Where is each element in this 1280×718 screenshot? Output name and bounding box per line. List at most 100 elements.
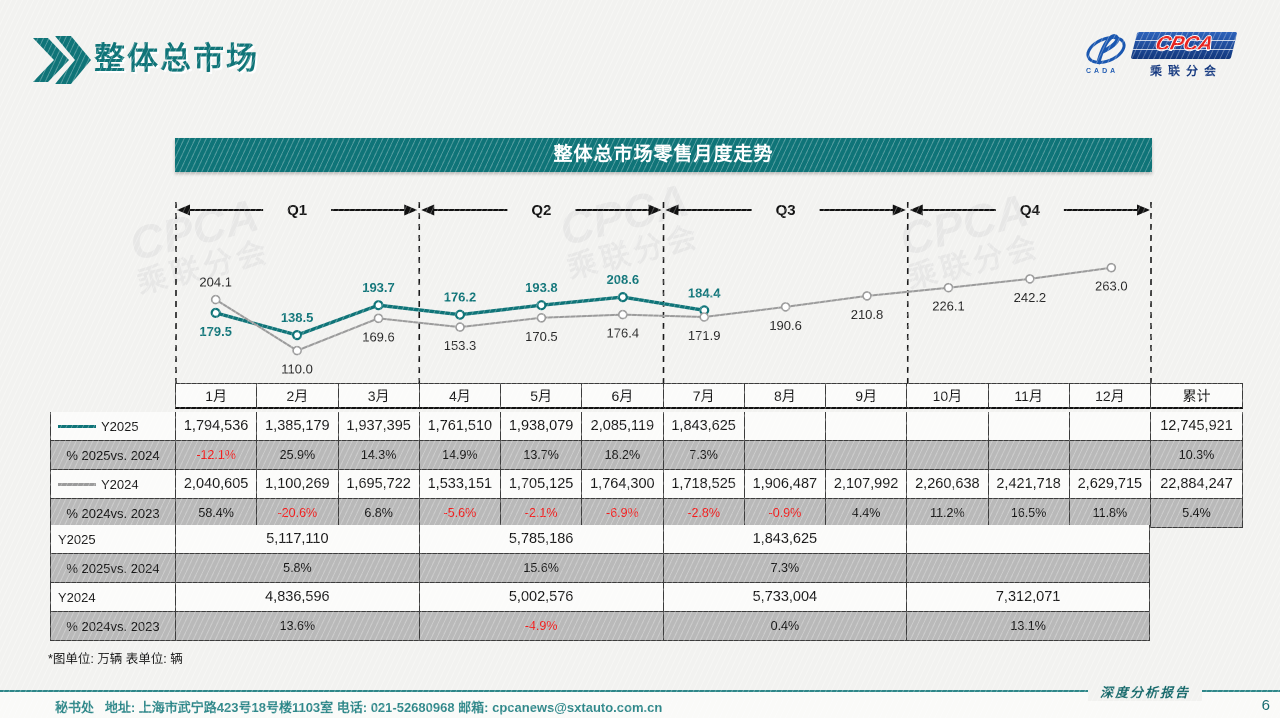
table-cell: [743, 412, 825, 441]
footer-divider: [0, 690, 1280, 692]
data-label: 138.5: [281, 310, 314, 325]
footer-info: 地址: 上海市武宁路423号18号楼1103室 电话: 021-52680968…: [104, 700, 663, 715]
line-chart: Q1 Q2 Q3 Q4 179.5 138.5 193.7 176.2 193.8 208.6 18…: [175, 172, 1152, 383]
data-label: 153.3: [444, 338, 477, 353]
quarter-label: Q1: [287, 202, 307, 219]
data-point: [699, 312, 710, 322]
table-cell: -12.1%: [175, 441, 257, 470]
column-header: 3月: [337, 383, 419, 409]
data-point: [454, 309, 466, 320]
quarter-cell: 5,117,110: [175, 525, 419, 554]
table-cell: 18.2%: [581, 441, 663, 470]
cpca-brand-subtext: 乘联分会: [1149, 64, 1222, 78]
quarter-label: Q4: [1020, 202, 1041, 219]
table-cell: 4.4%: [825, 499, 907, 528]
arrow-right-icon: [404, 204, 418, 216]
data-label: 208.6: [607, 272, 640, 287]
quarter-cell: 5.8%: [175, 554, 419, 583]
table-cell: 14.9%: [418, 441, 500, 470]
table-cell: 1,718,525: [662, 470, 744, 499]
table-cell: 6.8%: [337, 499, 419, 528]
arrow-left-icon: [909, 204, 923, 216]
data-label: 226.1: [932, 299, 965, 314]
cpca-brand-band: CPCA: [1130, 32, 1238, 59]
table-cell: [1068, 412, 1150, 441]
data-point: [780, 302, 791, 312]
data-point: [210, 307, 221, 318]
emblem-caption: CADA: [1086, 68, 1119, 75]
column-header: 2月: [256, 383, 338, 409]
data-label: 179.5: [199, 324, 232, 339]
table-cell: 1,100,269: [256, 470, 338, 499]
quarter-cell: 13.1%: [906, 612, 1150, 641]
data-label: 176.4: [607, 326, 640, 341]
table-cell: 16.5%: [987, 499, 1069, 528]
table-cell: [987, 412, 1069, 441]
table-cell: [825, 441, 907, 470]
table-cell: -6.9%: [581, 499, 663, 528]
quarter-cell: 0.4%: [662, 612, 907, 641]
table-cell: 1,385,179: [256, 412, 338, 441]
table-cell: 14.3%: [337, 441, 419, 470]
column-header: 9月: [825, 383, 907, 409]
chart-title-bar: 整体总市场零售月度走势: [175, 138, 1152, 172]
table-cell: 13.7%: [500, 441, 582, 470]
double-chevron-icon: [33, 36, 91, 84]
table-cell: 1,937,395: [337, 412, 419, 441]
quarter-label: Q2: [531, 202, 551, 219]
cpca-brand-text: CPCA: [1153, 33, 1216, 55]
row-label: % 2025vs. 2024: [50, 441, 175, 470]
quarter-row-label: % 2025vs. 2024: [50, 554, 175, 583]
column-header: 6月: [581, 383, 663, 409]
table-cell: 7.3%: [662, 441, 744, 470]
table-cell: [906, 412, 988, 441]
monthly-table: 1月 2月 3月 4月 5月 6月 7月 8月 9月 10月 11月 12月 累计 Y2025 1,794,…: [50, 383, 1243, 528]
data-point: [373, 313, 384, 324]
legend-swatch: [58, 424, 96, 428]
table-cell: 11.2%: [906, 499, 988, 528]
arrow-left-icon: [421, 204, 435, 216]
table-cell: -2.1%: [500, 499, 582, 528]
table-cell: 12,745,921: [1150, 412, 1243, 441]
footer-contact: 秘书处 地址: 上海市武宁路423号18号楼1103室 电话: 021-5268…: [55, 697, 662, 716]
table-cell: 2,260,638: [906, 470, 988, 499]
quarter-cell: 5,785,186: [418, 525, 663, 554]
report-type-label: 深度分析报告: [1088, 682, 1203, 701]
page-number: 6: [1261, 697, 1270, 714]
data-point: [862, 291, 872, 301]
quarter-row-label: % 2024vs. 2023: [50, 612, 175, 641]
column-header: 累计: [1150, 383, 1243, 409]
quarter-cell: 13.6%: [175, 612, 419, 641]
table-cell: 2,107,992: [825, 470, 907, 499]
data-point: [373, 300, 384, 311]
table-cell: 2,629,715: [1068, 470, 1150, 499]
data-label: 169.6: [362, 329, 395, 344]
quarter-cell: 7,312,071: [906, 583, 1150, 612]
cpca-emblem-icon: [1086, 34, 1126, 65]
data-label: 193.7: [362, 280, 395, 295]
units-footnote: *图单位: 万辆 表单位: 辆: [48, 652, 183, 666]
arrow-left-icon: [665, 204, 679, 216]
data-label: 110.0: [281, 362, 313, 377]
table-cell: 2,040,605: [175, 470, 257, 499]
table-cell: 1,938,079: [500, 412, 582, 441]
data-label: 204.1: [199, 275, 232, 290]
data-point: [536, 300, 547, 311]
data-label: 184.4: [688, 285, 721, 300]
data-label: 242.2: [1014, 290, 1047, 305]
table-cell: 2,421,718: [987, 470, 1069, 499]
data-point: [1106, 262, 1117, 273]
row-label: % 2024vs. 2023: [50, 499, 175, 528]
table-cell: 1,906,487: [743, 470, 825, 499]
quarter-row-label: Y2025: [50, 525, 175, 554]
table-cell: [825, 412, 907, 441]
table-corner: [50, 383, 175, 409]
quarter-cell: [906, 554, 1150, 583]
data-point: [617, 291, 628, 303]
table-cell: 11.8%: [1068, 499, 1150, 528]
footer-background: [0, 692, 1280, 718]
table-cell: [1068, 441, 1150, 470]
data-point: [292, 345, 302, 356]
quarter-cell: 1,843,625: [662, 525, 907, 554]
column-header: 7月: [662, 383, 744, 409]
